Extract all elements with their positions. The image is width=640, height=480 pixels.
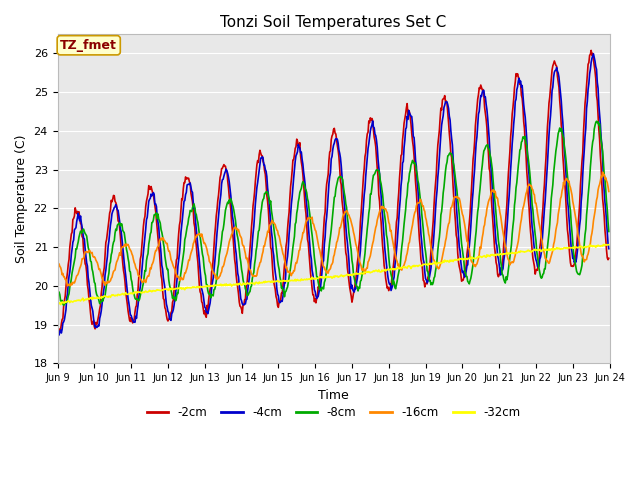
-8cm [417, 199, 425, 204]
Line: -16cm: -16cm [58, 172, 609, 286]
X-axis label: Time: Time [318, 389, 349, 402]
-8cm [54, 287, 61, 292]
Text: TZ_fmet: TZ_fmet [60, 39, 117, 52]
-2cm [417, 257, 425, 263]
-2cm [605, 255, 612, 261]
Legend: -2cm, -4cm, -8cm, -16cm, -32cm: -2cm, -4cm, -8cm, -16cm, -32cm [142, 401, 525, 423]
-2cm [65, 262, 72, 267]
Y-axis label: Soil Temperature (C): Soil Temperature (C) [15, 134, 28, 263]
-2cm [588, 48, 595, 53]
-32cm [65, 298, 72, 304]
-4cm [401, 137, 409, 143]
-16cm [63, 283, 71, 288]
-32cm [417, 263, 425, 269]
-16cm [401, 260, 409, 265]
-4cm [417, 231, 425, 237]
-32cm [121, 290, 129, 296]
-8cm [177, 270, 185, 276]
-16cm [599, 169, 607, 175]
-4cm [55, 332, 63, 338]
-4cm [121, 266, 129, 272]
-2cm [401, 116, 409, 121]
Line: -8cm: -8cm [58, 121, 609, 305]
-16cm [65, 282, 72, 288]
-4cm [605, 246, 612, 252]
-16cm [177, 275, 185, 280]
-2cm [54, 331, 62, 336]
-32cm [600, 241, 607, 247]
-8cm [65, 293, 72, 299]
-16cm [54, 257, 61, 263]
-2cm [121, 279, 129, 285]
-8cm [206, 290, 214, 296]
-2cm [206, 287, 214, 292]
-32cm [401, 265, 409, 271]
-32cm [54, 299, 61, 305]
-8cm [593, 119, 600, 124]
-2cm [54, 325, 61, 331]
-4cm [65, 280, 72, 286]
-8cm [401, 214, 409, 219]
-16cm [605, 189, 612, 194]
-16cm [121, 241, 129, 247]
-32cm [206, 284, 214, 289]
Line: -32cm: -32cm [58, 244, 609, 304]
-4cm [206, 300, 214, 306]
Title: Tonzi Soil Temperatures Set C: Tonzi Soil Temperatures Set C [220, 15, 447, 30]
-16cm [417, 197, 425, 203]
Line: -2cm: -2cm [58, 50, 609, 334]
Line: -4cm: -4cm [58, 54, 609, 335]
-32cm [177, 285, 185, 290]
-32cm [605, 242, 612, 248]
-8cm [121, 236, 129, 242]
-8cm [60, 302, 67, 308]
-4cm [54, 328, 61, 334]
-32cm [57, 301, 65, 307]
-16cm [206, 260, 214, 265]
-4cm [589, 51, 597, 57]
-8cm [605, 228, 612, 234]
-4cm [177, 229, 185, 235]
-2cm [177, 207, 185, 213]
